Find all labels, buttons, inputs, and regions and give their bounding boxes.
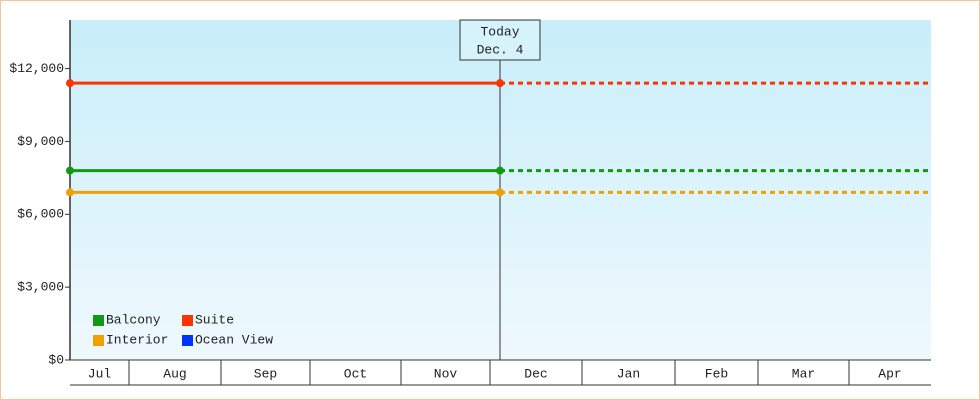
price-point <box>66 79 74 88</box>
x-tick-label: Sep <box>254 366 277 381</box>
price-point <box>496 188 504 197</box>
legend-swatch <box>93 315 104 326</box>
price-point <box>496 79 504 88</box>
x-tick-label: Jan <box>617 366 640 381</box>
x-tick-label: Dec <box>524 366 547 381</box>
legend-label: Ocean View <box>195 332 273 347</box>
today-label: Today <box>480 24 519 39</box>
x-tick-label: Aug <box>163 366 186 381</box>
y-tick-label: $6,000 <box>17 207 64 222</box>
x-tick-label: Oct <box>344 366 367 381</box>
legend-swatch <box>93 335 104 346</box>
legend-swatch <box>182 335 193 346</box>
legend-swatch <box>182 315 193 326</box>
legend-label: Balcony <box>106 312 161 327</box>
legend-label: Suite <box>195 312 234 327</box>
today-box <box>459 19 541 61</box>
y-tick-label: $12,000 <box>9 61 64 76</box>
y-tick-label: $9,000 <box>17 134 64 149</box>
y-tick-label: $3,000 <box>17 280 64 295</box>
price-point <box>496 166 504 175</box>
x-tick-label: Mar <box>792 366 815 381</box>
x-tick-label: Jul <box>88 366 112 381</box>
price-point <box>66 166 74 175</box>
today-date: Dec. 4 <box>477 42 524 57</box>
x-tick-label: Feb <box>705 366 728 381</box>
y-tick-label: $0 <box>48 352 64 367</box>
x-tick-label: Apr <box>878 366 901 381</box>
x-tick-label: Nov <box>434 366 458 381</box>
legend-label: Interior <box>106 332 168 347</box>
price-point <box>66 188 74 197</box>
